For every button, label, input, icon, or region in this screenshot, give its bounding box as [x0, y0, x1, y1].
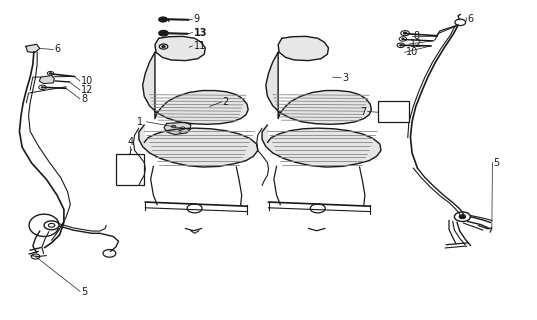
Polygon shape — [155, 36, 205, 60]
Text: 8: 8 — [81, 94, 87, 104]
Circle shape — [459, 215, 466, 219]
Circle shape — [41, 87, 43, 88]
Text: 6: 6 — [468, 13, 474, 24]
Text: 6: 6 — [54, 44, 60, 54]
Text: 1: 1 — [136, 117, 143, 127]
Text: 8: 8 — [413, 31, 419, 41]
Text: 3: 3 — [342, 73, 348, 83]
Text: 5: 5 — [494, 158, 500, 168]
Text: 9: 9 — [193, 14, 200, 24]
Polygon shape — [164, 123, 191, 134]
Text: 5: 5 — [81, 287, 88, 297]
Circle shape — [162, 46, 165, 48]
Circle shape — [400, 45, 402, 46]
Polygon shape — [143, 52, 248, 124]
Text: 10: 10 — [81, 76, 93, 86]
FancyBboxPatch shape — [116, 154, 144, 186]
Polygon shape — [39, 76, 54, 84]
Text: 2: 2 — [222, 97, 229, 107]
Text: 12: 12 — [410, 39, 422, 49]
Circle shape — [159, 17, 167, 22]
Text: 10: 10 — [405, 47, 418, 57]
Circle shape — [49, 73, 52, 74]
Circle shape — [403, 32, 407, 34]
Polygon shape — [26, 44, 40, 52]
Circle shape — [402, 38, 404, 40]
Polygon shape — [278, 36, 329, 60]
Polygon shape — [262, 125, 381, 167]
FancyBboxPatch shape — [378, 101, 409, 123]
Polygon shape — [139, 125, 258, 167]
Text: 12: 12 — [81, 85, 93, 95]
Text: 13: 13 — [193, 28, 207, 37]
Circle shape — [159, 30, 168, 36]
Text: 4: 4 — [127, 138, 133, 148]
Polygon shape — [266, 52, 372, 124]
Circle shape — [48, 223, 55, 227]
Text: 7: 7 — [360, 107, 367, 117]
Text: 11: 11 — [193, 41, 206, 51]
